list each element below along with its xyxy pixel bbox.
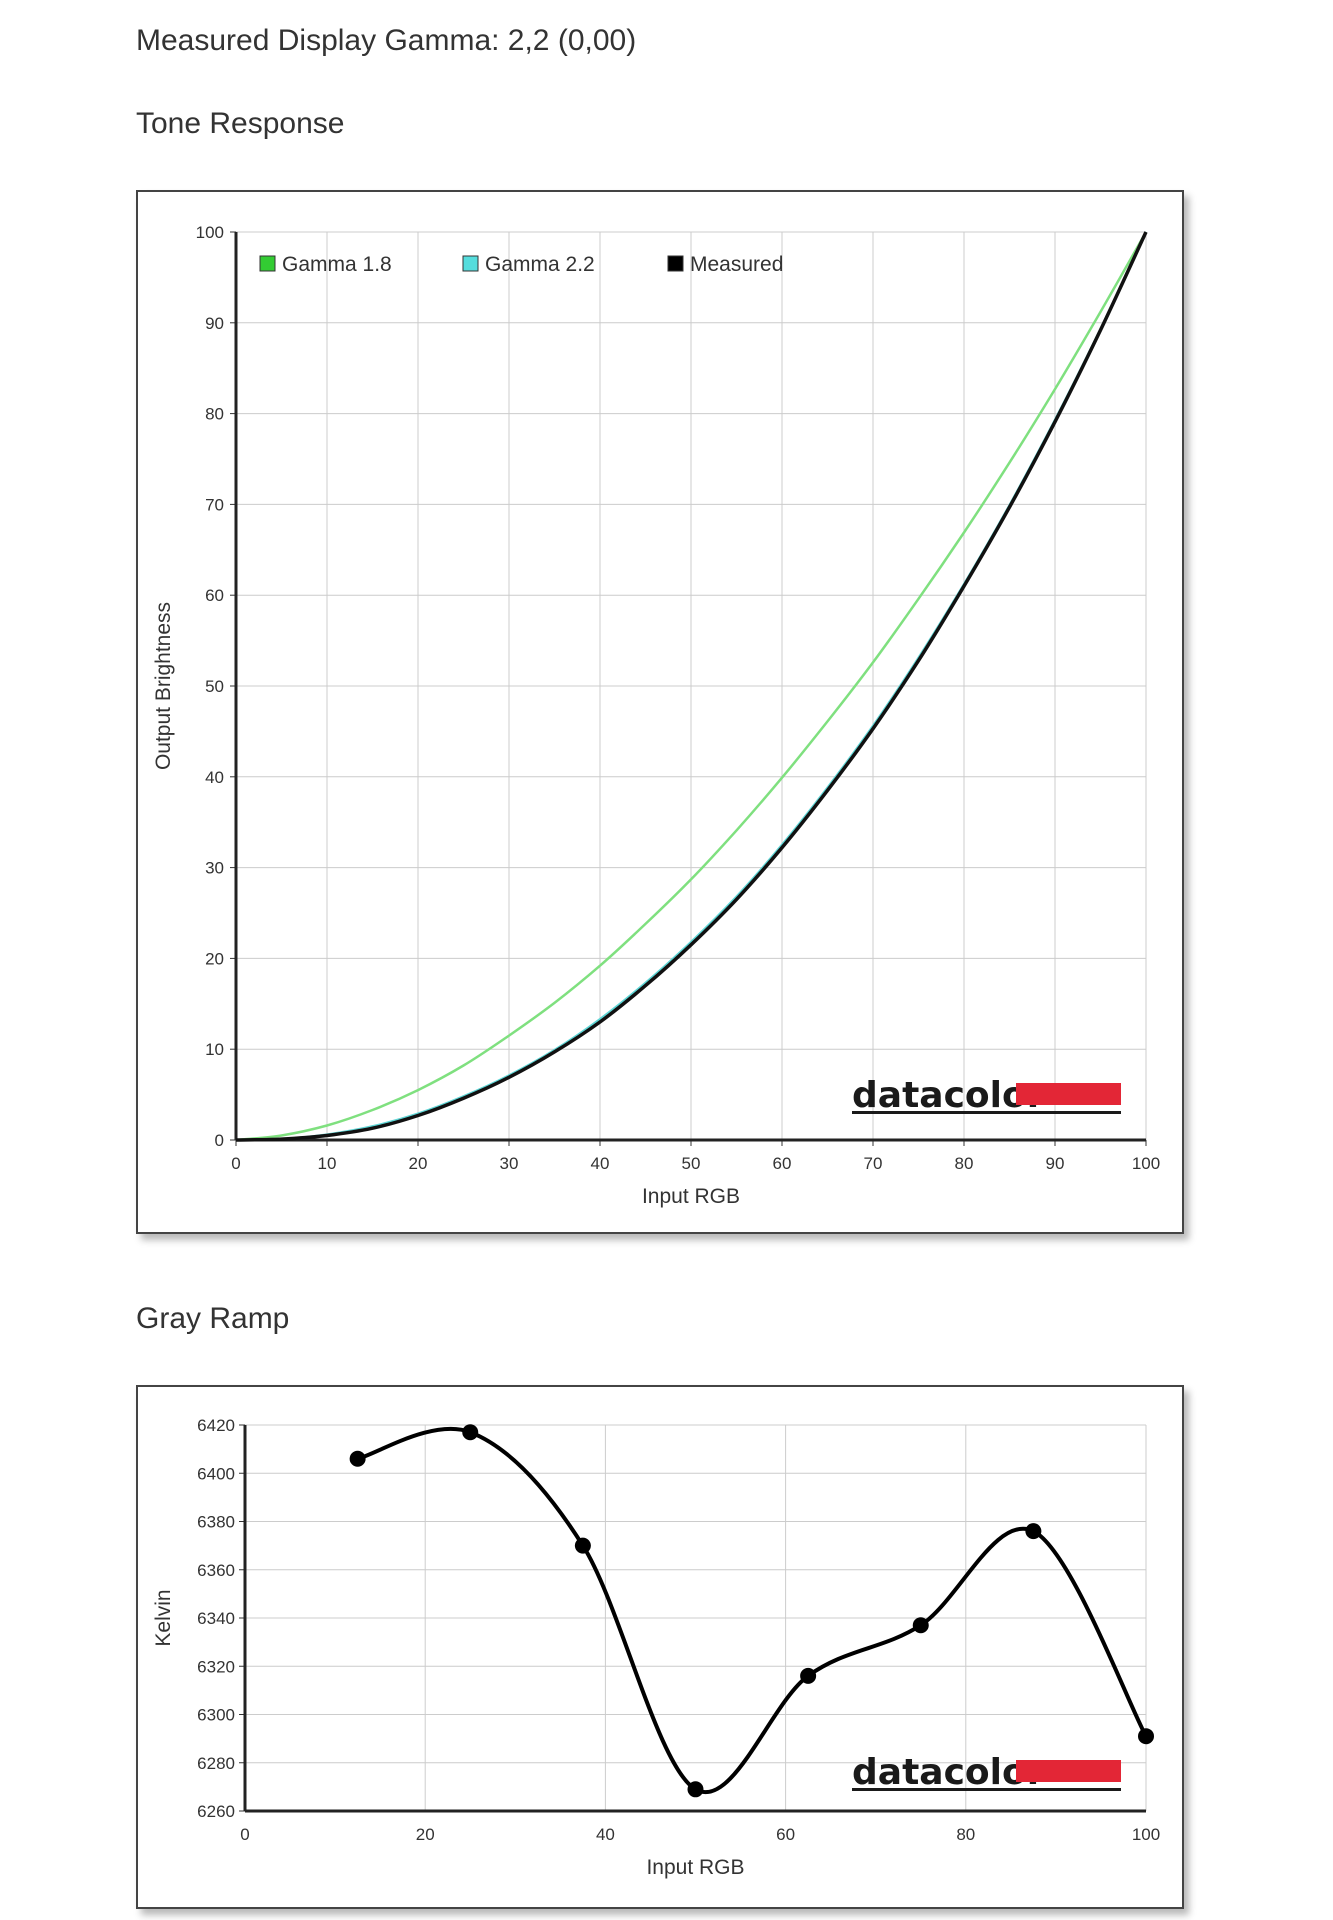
tone-x-tick-label: 70 [864, 1154, 883, 1173]
ramp-data-point [687, 1781, 704, 1798]
tone-legend-label-1: Gamma 1.8 [282, 253, 392, 276]
ramp-x-tick-label: 20 [416, 1825, 435, 1844]
ramp-data-point [1138, 1728, 1154, 1745]
ramp-y-tick-label: 6320 [197, 1657, 235, 1676]
ramp-data-point [800, 1667, 817, 1684]
measured-gamma-text: Measured Display Gamma: 2,2 (0,00) [136, 24, 637, 57]
tone-response-panel: 0 10 20 30 40 50 60 70 80 90 100 0 10 20 30 40 50 60 70 80 9… [136, 190, 1184, 1234]
tone-x-tick-label: 50 [682, 1154, 701, 1173]
tone-datacolor-logo: datacolor [852, 1075, 1121, 1116]
ramp-y-tick-label: 6380 [197, 1513, 235, 1532]
gray-ramp-panel: 0 20 40 60 80 100 6260 6280 6300 6320 6340 6360 6380… [136, 1385, 1184, 1909]
tone-legend-swatch-3 [667, 255, 684, 272]
tone-y-tick-label: 0 [215, 1131, 224, 1150]
tone-x-tick-label: 20 [409, 1154, 428, 1173]
ramp-x-tick-label: 80 [956, 1825, 975, 1844]
ramp-y-tick-label: 6360 [197, 1561, 235, 1580]
tone-y-tick-label: 10 [205, 1040, 224, 1059]
tone-y-axis-title: Output Brightness [152, 602, 175, 770]
ramp-y-tick-label: 6300 [197, 1706, 235, 1725]
ramp-data-point [349, 1450, 366, 1467]
ramp-datacolor-logo: datacolor [852, 1752, 1121, 1793]
ramp-logo-text: datacolor [852, 1752, 1045, 1793]
ramp-x-axis-title: Input RGB [646, 1856, 744, 1879]
tone-legend-label-3: Measured [690, 253, 783, 276]
tone-x-tick-label: 60 [773, 1154, 792, 1173]
tone-y-tick-label: 100 [196, 223, 224, 242]
ramp-y-tick-label: 6280 [197, 1754, 235, 1773]
tone-y-tick-label: 80 [205, 405, 224, 424]
ramp-data-point [912, 1617, 929, 1634]
ramp-y-tick-label: 6340 [197, 1609, 235, 1628]
tone-logo-text: datacolor [852, 1075, 1045, 1116]
gray-ramp-heading: Gray Ramp [136, 1302, 290, 1335]
tone-logo-underline [852, 1111, 1121, 1114]
tone-legend-swatch-1 [259, 255, 276, 272]
gray-ramp-chart: 0 20 40 60 80 100 6260 6280 6300 6320 6340 6360 6380… [152, 1416, 1160, 1879]
ramp-y-tick-label: 6400 [197, 1464, 235, 1483]
tone-x-tick-label: 0 [231, 1154, 240, 1173]
tone-legend-label-2: Gamma 2.2 [485, 253, 595, 276]
ramp-series-line [357, 1426, 1148, 1794]
ramp-x-tick-label: 60 [776, 1825, 795, 1844]
ramp-data-point [462, 1424, 479, 1441]
tone-x-tick-label: 80 [955, 1154, 974, 1173]
tone-x-tick-label: 90 [1046, 1154, 1065, 1173]
ramp-logo-bar [1016, 1760, 1121, 1782]
ramp-x-tick-label: 40 [596, 1825, 615, 1844]
tone-response-heading: Tone Response [136, 107, 345, 140]
tone-y-tick-label: 60 [205, 586, 224, 605]
ramp-data-point [1025, 1523, 1042, 1540]
ramp-data-point [574, 1537, 591, 1554]
tone-y-tick-label: 50 [205, 677, 224, 696]
tone-y-tick-label: 40 [205, 768, 224, 787]
tone-series-line-3 [235, 231, 1148, 1142]
tone-y-tick-label: 30 [205, 859, 224, 878]
tone-x-tick-label: 40 [591, 1154, 610, 1173]
ramp-y-tick-label: 6260 [197, 1802, 235, 1821]
tone-y-tick-label: 70 [205, 495, 224, 514]
tone-y-tick-label: 90 [205, 314, 224, 333]
tone-series-line-1 [235, 231, 1148, 1142]
tone-x-tick-label: 10 [318, 1154, 337, 1173]
tone-legend-swatch-2 [462, 255, 479, 272]
tone-x-tick-label: 30 [500, 1154, 519, 1173]
tone-x-axis-title: Input RGB [642, 1185, 740, 1208]
tone-logo-bar [1016, 1083, 1121, 1105]
ramp-x-tick-label: 0 [240, 1825, 249, 1844]
tone-response-chart: 0 10 20 30 40 50 60 70 80 90 100 0 10 20 30 40 50 60 70 80 9… [152, 223, 1160, 1208]
ramp-x-tick-label: 100 [1132, 1825, 1160, 1844]
tone-x-tick-label: 100 [1132, 1154, 1160, 1173]
tone-y-tick-label: 20 [205, 949, 224, 968]
ramp-y-tick-label: 6420 [197, 1416, 235, 1435]
ramp-logo-underline [852, 1788, 1121, 1791]
ramp-y-axis-title: Kelvin [152, 1589, 175, 1646]
